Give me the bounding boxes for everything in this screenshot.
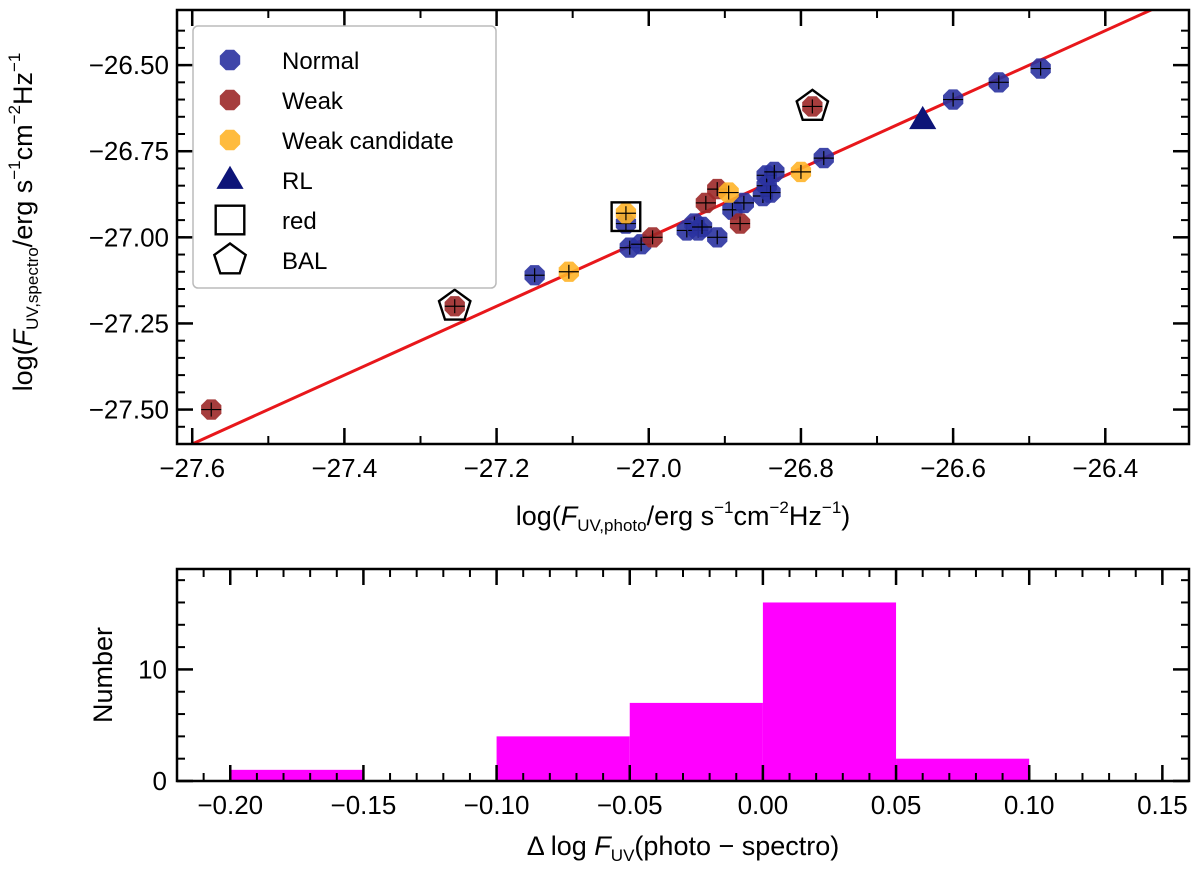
point-rl [909, 105, 937, 130]
scatter-x-axis-label: log(FUV,photo/erg s−1cm−2Hz−1) [516, 498, 851, 535]
legend-label: red [282, 208, 317, 235]
legend-entry: red [214, 204, 317, 236]
point-normal [733, 192, 754, 214]
histogram-bar [762, 602, 897, 781]
legend-label: BAL [282, 248, 327, 275]
y-tick-label: −26.50 [89, 50, 169, 80]
point-normal [524, 265, 545, 286]
legend-entry: RL [216, 165, 313, 195]
x-tick-label: −27.2 [464, 453, 530, 483]
legend: Normal Weak Weak candidate RL red BAL [192, 25, 497, 289]
legend-entry: Weak [219, 88, 344, 115]
legend-marker [214, 204, 246, 236]
hist-x-tick-label: −0.20 [197, 790, 263, 820]
point-weak-candidate [615, 203, 637, 224]
y-tick-label: −27.50 [89, 395, 169, 425]
scatter-frame [175, 8, 1191, 446]
histogram-bar [496, 736, 630, 781]
point-normal [760, 182, 781, 203]
legend-entry: Weak candidate [219, 128, 454, 155]
legend-label: RL [282, 168, 313, 195]
point-normal [691, 216, 713, 238]
legend-entry: BAL [212, 242, 327, 275]
point-marker [909, 105, 937, 130]
histogram-bar [896, 758, 1030, 781]
x-tick-label: −27.4 [312, 453, 378, 483]
histogram-x-axis-label: Δ log FUV(photo − spectro) [527, 831, 840, 865]
legend-label: Weak [282, 88, 344, 115]
point-red [610, 201, 642, 233]
legend-marker [216, 165, 244, 189]
point-bal [437, 288, 472, 321]
legend-box [192, 25, 497, 289]
point-normal [764, 161, 785, 183]
point-normal [1030, 58, 1051, 79]
hist-x-tick-label: 0.00 [738, 790, 789, 820]
y-tick-label: −27.00 [89, 222, 169, 252]
hist-x-tick-label: 0.10 [1004, 790, 1055, 820]
histogram-y-axis-label: Number [88, 627, 118, 723]
point-normal [813, 147, 834, 169]
legend-marker [219, 49, 241, 71]
point-weak-candidate [558, 261, 579, 282]
hist-x-tick-label: −0.10 [464, 790, 530, 820]
scatter-plot-area [188, 10, 1155, 444]
x-tick-label: −26.6 [920, 453, 986, 483]
point-bal [795, 88, 830, 122]
point-weak [642, 227, 663, 248]
y-tick-label: −26.75 [89, 136, 169, 166]
point-weak [201, 399, 222, 420]
scatter-y-axis-label: log(FUV,spectro/erg s−1cm−2Hz−1 [5, 53, 42, 392]
histogram-bar [230, 769, 364, 781]
x-tick-label: −26.4 [1072, 453, 1138, 483]
hist-x-tick-label: 0.15 [1137, 790, 1188, 820]
point-normal [707, 227, 728, 248]
hist-x-tick-label: −0.05 [597, 790, 663, 820]
scatter-plot: −27.6 −27.4 −27.2 −27.0 −26.8 −26.6 −26.4 −26.5… [89, 8, 1191, 483]
point-weak-candidate [790, 161, 812, 183]
point-weak [729, 213, 751, 234]
legend-label: Normal [282, 48, 359, 75]
legend-marker [219, 129, 241, 151]
point-normal [988, 72, 1009, 93]
y-tick-label: −27.25 [89, 308, 169, 338]
point-weak [695, 192, 716, 214]
point-normal [943, 89, 964, 110]
x-tick-label: −27.0 [616, 453, 682, 483]
point-weak [444, 296, 465, 317]
point-weak-candidate [718, 182, 739, 203]
point-weak [802, 96, 823, 117]
hist-x-tick-label: 0.05 [871, 790, 922, 820]
legend-marker [212, 242, 248, 275]
legend-marker [219, 89, 241, 111]
histogram-plot: −0.20 −0.15 −0.10 −0.05 0.00 0.05 0.10 0.15 0 10 [138, 567, 1191, 820]
legend-entry: Normal [219, 48, 359, 75]
x-tick-label: −27.6 [159, 453, 225, 483]
hist-y-tick-label: 0 [153, 766, 167, 796]
hist-y-tick-label: 10 [138, 654, 167, 684]
legend-label: Weak candidate [282, 128, 454, 155]
histogram-bar [629, 702, 763, 781]
x-tick-label: −26.8 [768, 453, 834, 483]
hist-x-tick-label: −0.15 [331, 790, 397, 820]
